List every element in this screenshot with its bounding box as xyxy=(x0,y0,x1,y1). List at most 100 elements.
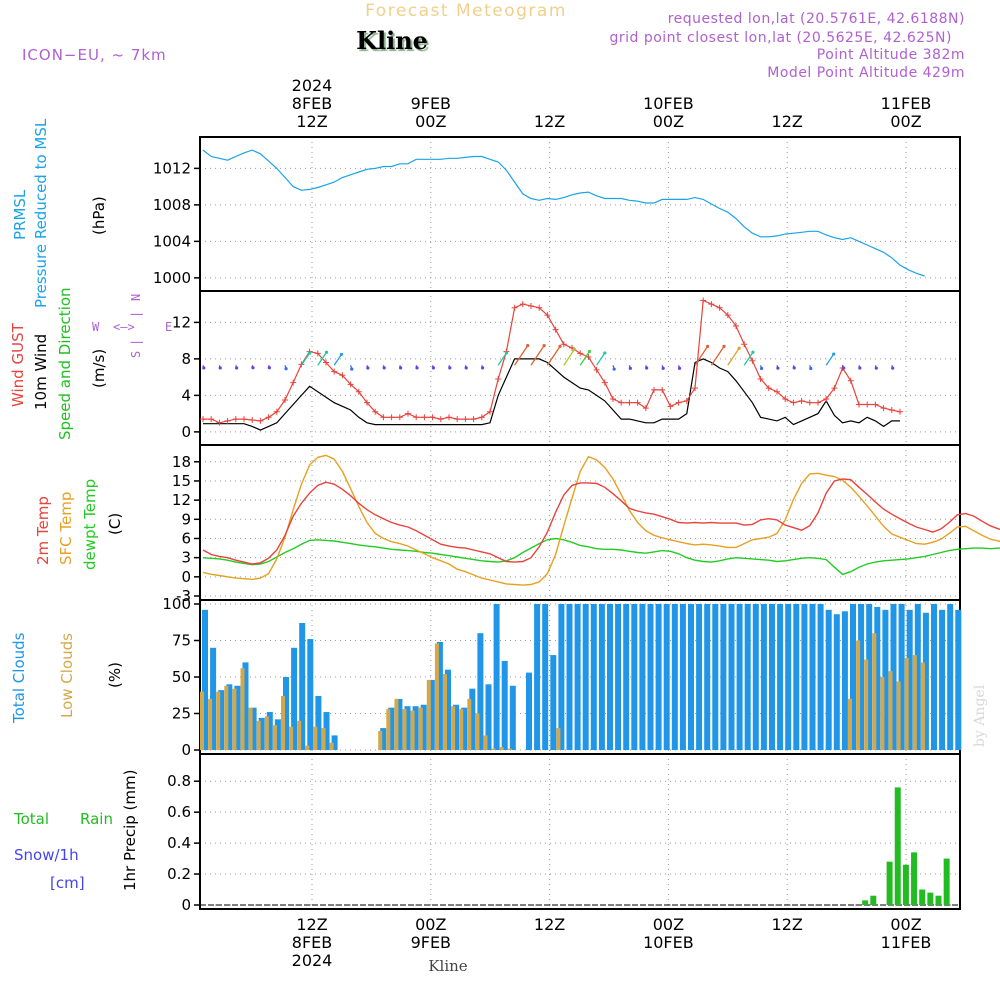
gust-marker xyxy=(823,396,830,403)
gust-marker xyxy=(364,399,370,406)
gust-marker xyxy=(897,408,903,415)
total-cloud-bar xyxy=(720,604,727,750)
gust-marker xyxy=(683,397,690,404)
total-cloud-bar xyxy=(582,604,589,750)
wind-series xyxy=(200,297,903,431)
pressure-unit: (hPa) xyxy=(90,196,108,235)
compass-rose: W <—> E N | | S xyxy=(92,294,172,358)
low-cloud-bar xyxy=(856,640,861,750)
gust-marker xyxy=(200,416,206,423)
sfc-temp-label: SFC Temp xyxy=(57,492,75,565)
bottom-axis-label: 00Z xyxy=(890,915,921,934)
total-cloud-bar xyxy=(234,685,241,750)
gust-marker xyxy=(749,357,756,364)
gust-marker xyxy=(495,375,502,382)
total-cloud-bar xyxy=(663,604,670,750)
total-cloud-bar xyxy=(291,647,298,750)
total-cloud-bar xyxy=(801,604,808,750)
top-axis-label: 12Z xyxy=(534,112,565,131)
precip-bar xyxy=(943,858,950,905)
gust-marker xyxy=(790,399,797,406)
temp2m-line xyxy=(202,478,1000,565)
gust-marker xyxy=(224,417,231,424)
low-cloud-bar xyxy=(904,658,909,750)
low-cloud-bar xyxy=(402,709,407,750)
total-cloud-bar xyxy=(655,604,662,750)
gust-marker xyxy=(241,416,247,423)
y-tick-label: 15 xyxy=(172,472,191,490)
y-tick-label: 12 xyxy=(172,313,191,331)
total-cloud-bar xyxy=(274,719,281,750)
wind-arrow-head xyxy=(308,351,312,355)
gust-marker xyxy=(716,304,723,311)
total-cloud-bar xyxy=(631,604,638,750)
total-cloud-bar xyxy=(882,609,889,750)
wind-arrow-head xyxy=(874,366,878,370)
gust-marker xyxy=(355,388,362,395)
total-cloud-bar xyxy=(793,604,800,750)
low-cloud-bar xyxy=(451,706,456,750)
total-cloud-bar xyxy=(307,639,314,750)
low-cloud-bar xyxy=(888,671,893,750)
gust-marker xyxy=(487,408,493,415)
total-cloud-bar xyxy=(736,604,743,750)
total-cloud-bar xyxy=(752,604,759,750)
wind-arrow-head xyxy=(504,351,509,355)
gust-marker xyxy=(396,414,403,421)
low-cloud-bar xyxy=(200,691,204,750)
pressure-labels: PRMSL Pressure Reduced to MSL (hPa) xyxy=(11,118,108,308)
wind-arrow-head xyxy=(339,352,344,357)
total-cloud-bar xyxy=(420,704,427,750)
y-tick-label: 3 xyxy=(181,549,191,567)
y-tick-label: 4 xyxy=(181,386,191,404)
gust-marker xyxy=(864,401,871,408)
total-cloud-bar xyxy=(550,655,557,750)
precip-rain-label: Rain xyxy=(80,810,113,828)
wind-arrow-head xyxy=(572,347,577,351)
top-axis-label: 8FEB xyxy=(292,94,332,113)
gust-marker xyxy=(675,399,682,406)
total-cloud-bar xyxy=(671,604,678,750)
pressure-label-2: Pressure Reduced to MSL xyxy=(32,118,50,308)
panel-frame xyxy=(199,136,961,292)
y-tick-label: 0.6 xyxy=(167,803,191,821)
wind-arrow-head xyxy=(832,352,836,356)
wind-labels: Wind GUST 10m Wind Speed and Direction (… xyxy=(9,287,172,440)
gust-marker xyxy=(323,359,329,366)
wind-arrow xyxy=(333,354,342,366)
dewpt-line xyxy=(202,537,1000,576)
point-altitude: Point Altitude 382m xyxy=(817,47,965,63)
wind-arrow-head xyxy=(324,350,329,354)
gust-marker xyxy=(454,416,461,423)
gust-marker xyxy=(659,386,666,393)
bottom-axis-label: 12Z xyxy=(296,915,327,934)
wind-arrow-head xyxy=(526,344,530,348)
total-cloud-bar xyxy=(931,604,937,750)
gust-marker xyxy=(249,417,256,424)
wind-arrow xyxy=(530,345,545,366)
y-tick-label: 0 xyxy=(181,568,191,586)
total-cloud-bar xyxy=(728,604,735,750)
wind-speed-label: Speed and Direction xyxy=(56,287,74,440)
low-cloud-bar xyxy=(264,716,269,750)
gust-marker xyxy=(544,312,551,319)
wind-arrow-head xyxy=(809,366,813,371)
total-cloud-bar xyxy=(615,604,622,750)
y-tick-label: 1008 xyxy=(153,196,191,214)
top-axis-label: 2024 xyxy=(292,76,333,95)
low-cloud-bar xyxy=(394,698,399,750)
wind-arrow-head xyxy=(706,344,710,348)
total-cloud-bar xyxy=(218,690,225,750)
wind-arrow-head xyxy=(645,366,649,370)
gust-marker xyxy=(528,302,534,309)
gust-marker xyxy=(560,341,567,348)
gust-marker xyxy=(347,381,354,388)
gust-marker xyxy=(667,403,674,410)
snow-label: Snow/1h xyxy=(14,846,79,864)
total-cloud-bar xyxy=(744,604,751,750)
y-tick-label: 1004 xyxy=(153,232,191,250)
wind-arrow-head xyxy=(661,366,665,370)
wind-arrow xyxy=(563,348,576,366)
pressure-label-1: PRMSL xyxy=(11,189,29,240)
